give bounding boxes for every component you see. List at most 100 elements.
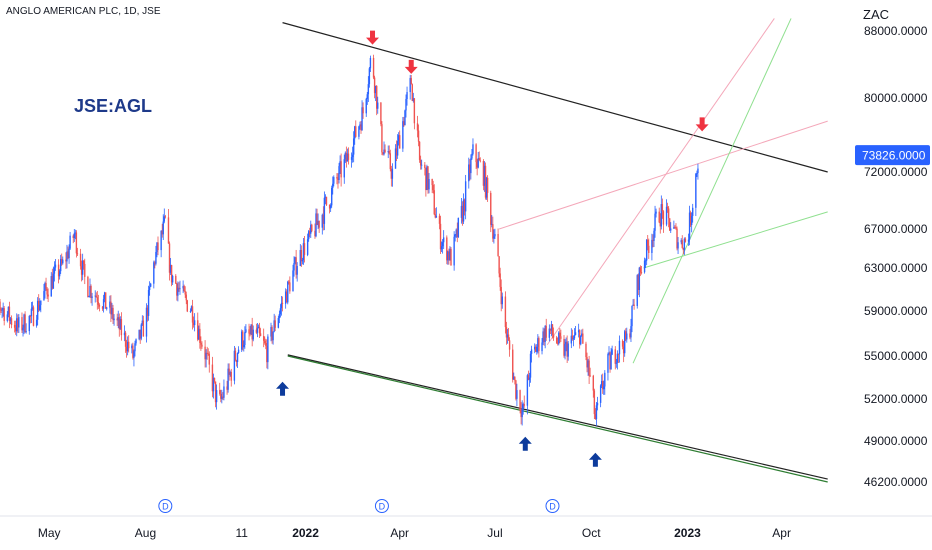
candle-body: [98, 304, 101, 307]
candle-body: [384, 149, 386, 153]
x-tick-label: 11: [235, 526, 248, 540]
candle-body: [161, 230, 163, 235]
candle-body: [687, 239, 690, 242]
candle-body: [46, 288, 48, 295]
candle-body: [284, 291, 287, 304]
candle-body: [266, 345, 268, 363]
candle-body: [134, 343, 136, 352]
candle-body: [76, 253, 79, 255]
trendline-green-channel-steep[interactable]: [632, 18, 792, 364]
trendline-descending-resistance[interactable]: [282, 22, 828, 173]
candle-body: [507, 334, 510, 341]
trendline-descending-support-black[interactable]: [287, 354, 828, 480]
candle-body: [205, 352, 207, 360]
candle-body: [271, 327, 273, 341]
candle-body: [91, 296, 93, 298]
candle-body: [655, 211, 657, 214]
candle-body: [469, 164, 471, 174]
candle-body: [534, 346, 536, 350]
candle-body: [411, 84, 413, 101]
candle-body: [213, 377, 216, 382]
candle-body: [599, 385, 602, 403]
candle-body: [168, 243, 171, 273]
candle-body: [128, 341, 130, 349]
candle-body: [676, 228, 678, 249]
candle-body: [222, 396, 224, 398]
candle-body: [412, 98, 415, 101]
candle-body: [587, 360, 589, 368]
trendline-pink-channel-lower[interactable]: [498, 120, 828, 230]
candle-body: [358, 126, 360, 137]
candle-body: [666, 206, 669, 209]
candle-body: [65, 259, 67, 262]
candle-body: [95, 295, 97, 298]
dividend-marker-icon[interactable]: [545, 499, 560, 513]
y-tick-label: 88000.0000: [864, 24, 928, 38]
candle-body: [477, 157, 479, 168]
y-tick-label: 67000.0000: [864, 222, 928, 236]
candle-body: [529, 353, 532, 378]
trendline-green-channel-lower[interactable]: [643, 211, 828, 269]
candle-body: [453, 236, 455, 266]
candle-body: [566, 341, 568, 357]
candle-body: [83, 260, 85, 264]
candle-body: [667, 208, 670, 219]
candle-body: [528, 377, 531, 380]
candle-body: [674, 227, 676, 228]
candle-body: [340, 161, 342, 178]
candle-body: [367, 84, 370, 95]
candle-body: [389, 153, 392, 170]
y-tick-label: 59000.0000: [864, 304, 928, 318]
candle-body: [521, 408, 523, 418]
candle-body: [331, 187, 333, 206]
trendline-descending-support-green[interactable]: [287, 355, 828, 483]
candle-body: [146, 307, 149, 316]
last-price-label: 73826.0000: [862, 149, 926, 163]
candle-body: [345, 152, 348, 162]
candle-body: [125, 346, 128, 352]
candle-body: [434, 214, 436, 218]
candle-body: [359, 124, 361, 127]
candle-body: [623, 331, 626, 354]
candle-body: [424, 164, 426, 168]
candle-body: [558, 332, 560, 344]
candle-body: [329, 205, 332, 209]
candle-body: [140, 324, 142, 339]
candle-body: [696, 173, 698, 174]
candle-body: [391, 168, 394, 179]
candle-body: [2, 308, 4, 310]
candle-body: [457, 217, 460, 237]
y-tick-label: 52000.0000: [864, 392, 928, 406]
candle-body: [47, 294, 49, 297]
candle-body: [157, 242, 159, 251]
candle-body: [482, 160, 485, 186]
candle-body: [652, 239, 654, 241]
candle-body: [395, 148, 398, 156]
candle-body: [410, 78, 412, 85]
candle-body: [206, 352, 208, 354]
candle-body: [405, 99, 407, 111]
candle-body: [104, 292, 107, 309]
candle-body: [388, 151, 390, 154]
candle-body: [446, 237, 448, 261]
dividend-marker-label: D: [379, 502, 386, 512]
candle-body: [309, 231, 311, 234]
trendline-pink-channel-steep[interactable]: [546, 18, 775, 346]
dividend-marker-icon[interactable]: [374, 499, 389, 513]
candle-body: [59, 258, 62, 272]
candle-body: [695, 173, 697, 208]
candle-body: [406, 92, 408, 100]
candle-body: [548, 328, 551, 338]
dividend-marker-icon[interactable]: [158, 499, 173, 513]
candle-body: [80, 266, 83, 275]
candle-body: [110, 301, 112, 315]
candle-body: [376, 85, 378, 109]
candle-body: [223, 386, 225, 398]
candle-body: [360, 124, 362, 131]
candle-body: [171, 275, 174, 283]
candle-body: [135, 339, 137, 344]
candle-body: [185, 294, 187, 301]
candle-body: [234, 350, 237, 361]
candle-body: [614, 349, 616, 364]
